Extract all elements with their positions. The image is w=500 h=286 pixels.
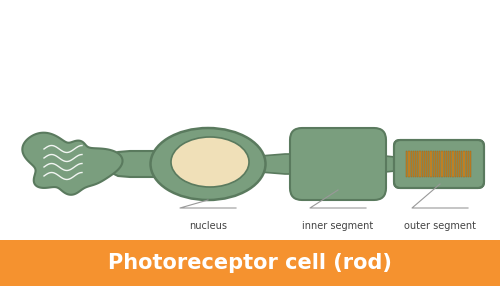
Polygon shape <box>22 133 122 195</box>
Bar <box>415 151 416 177</box>
Bar <box>424 151 425 177</box>
Bar <box>406 151 407 177</box>
Bar <box>468 151 469 177</box>
Bar <box>422 151 423 177</box>
Bar <box>435 151 436 177</box>
Bar <box>0 240 500 286</box>
Bar <box>439 151 440 177</box>
Bar <box>457 151 458 177</box>
Bar <box>452 151 454 177</box>
Bar <box>444 151 445 177</box>
Bar <box>450 151 452 177</box>
Bar <box>470 151 471 177</box>
FancyBboxPatch shape <box>394 140 484 188</box>
Ellipse shape <box>171 137 249 187</box>
Bar <box>428 151 430 177</box>
Bar <box>417 151 418 177</box>
Bar <box>461 151 462 177</box>
Polygon shape <box>375 155 405 173</box>
Bar <box>448 151 449 177</box>
Bar <box>408 151 410 177</box>
Bar <box>466 151 467 177</box>
Bar <box>437 151 438 177</box>
FancyBboxPatch shape <box>290 128 386 200</box>
Polygon shape <box>100 151 155 177</box>
Polygon shape <box>260 154 300 174</box>
Bar <box>430 151 432 177</box>
Ellipse shape <box>150 128 266 200</box>
Text: nucleus: nucleus <box>189 221 227 231</box>
Bar <box>454 151 456 177</box>
Bar <box>432 151 434 177</box>
Bar <box>446 151 447 177</box>
Text: inner segment: inner segment <box>302 221 374 231</box>
Text: outer segment: outer segment <box>404 221 476 231</box>
Bar <box>426 151 427 177</box>
Bar <box>413 151 414 177</box>
Bar <box>459 151 460 177</box>
Text: Photoreceptor cell (rod): Photoreceptor cell (rod) <box>108 253 392 273</box>
Bar <box>410 151 412 177</box>
